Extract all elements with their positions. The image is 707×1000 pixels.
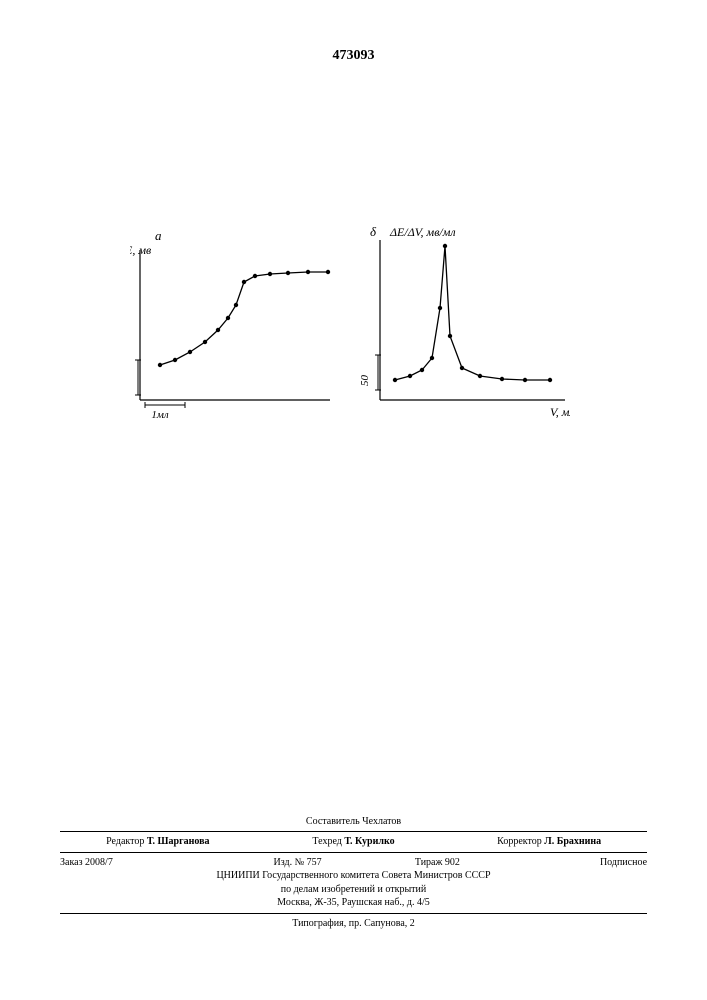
divider: [60, 831, 647, 832]
printer-line: Типография, пр. Сапунова, 2: [60, 917, 647, 931]
org-line-1: ЦНИИПИ Государственного комитета Совета …: [60, 869, 647, 883]
document-number: 473093: [0, 48, 707, 64]
charts-svg: 50мв 1мл а Е, мв 50: [130, 220, 570, 460]
address-line: Москва, Ж-35, Раушская наб., д. 4/5: [60, 896, 647, 910]
org-line-2: по делам изобретений и открытий: [60, 883, 647, 897]
credits-row: Редактор Т. Шарганова Техред Т. Курилко …: [60, 835, 647, 849]
print-info-row: Заказ 2008/7 Изд. № 757 Тираж 902 Подпис…: [60, 856, 647, 870]
page: 473093 50мв 1мл а Е, мв: [0, 0, 707, 1000]
divider: [60, 852, 647, 853]
chart-a-yscale: 50мв: [130, 380, 131, 403]
chart-b-panel-label: δ: [370, 224, 377, 239]
chart-a-panel-label: а: [155, 228, 162, 243]
podpis: Подписное: [507, 856, 647, 870]
chart-b-xlabel: V, мл: [550, 405, 570, 419]
divider: [60, 913, 647, 914]
chart-a-ylabel: Е, мв: [130, 243, 151, 257]
izd: Изд. № 757: [228, 856, 368, 870]
tirazh: Тираж 902: [367, 856, 507, 870]
chart-b-ylabel: ΔЕ/ΔV, мв/мл: [389, 225, 456, 239]
chart-b-yscale: 50: [359, 375, 371, 387]
chart-a-xscale: 1мл: [151, 409, 169, 421]
techred-cell: Техред Т. Курилко: [256, 835, 452, 849]
order: Заказ 2008/7: [60, 856, 228, 870]
editor-cell: Редактор Т. Шарганова: [60, 835, 256, 849]
corrector-cell: Корректор Л. Брахнина: [451, 835, 647, 849]
charts-container: 50мв 1мл а Е, мв 50: [130, 220, 570, 460]
footer: Составитель Чехлатов Редактор Т. Шаргано…: [60, 815, 647, 931]
compiler-line: Составитель Чехлатов: [60, 815, 647, 829]
